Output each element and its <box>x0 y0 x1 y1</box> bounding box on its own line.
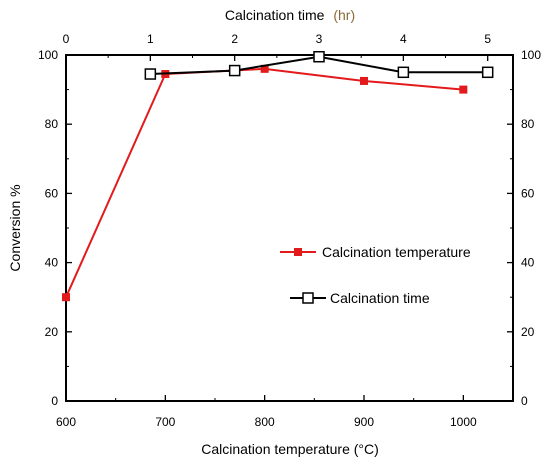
x-bottom-tick-label: 600 <box>56 415 76 429</box>
y-right-tick-label: 0 <box>521 394 528 408</box>
y-left-tick-label: 100 <box>38 48 58 62</box>
x-top-tick-label: 3 <box>316 32 323 46</box>
data-point-temperature <box>360 76 368 85</box>
x-axis-title-top-unit: (hr) <box>333 7 355 23</box>
data-point-time <box>313 50 325 63</box>
y-right-tick-label: 100 <box>521 48 541 62</box>
data-point-time <box>144 68 157 80</box>
x-axis-title-bottom: Calcination temperature (°C) <box>201 441 379 457</box>
plot-frame <box>65 54 514 402</box>
y-left-tick-label: 60 <box>45 186 59 200</box>
x-top-tick-label: 2 <box>231 32 238 46</box>
legend: Calcination temperature Calcination time <box>280 244 471 306</box>
data-point-temperature <box>260 64 269 73</box>
x-top-tick-label: 4 <box>400 32 407 46</box>
y-left-tick-label: 40 <box>45 256 59 270</box>
x-bottom-tick-label: 700 <box>155 415 175 429</box>
data-point-temperature <box>459 85 468 94</box>
y-right-tick-label: 40 <box>521 256 535 270</box>
series-layer <box>62 50 494 302</box>
x-top-tick-label: 1 <box>147 32 154 46</box>
x-bottom-tick-label: 900 <box>354 415 374 429</box>
data-point-temperature <box>62 293 70 302</box>
data-point-time <box>397 66 410 79</box>
x-bottom-tick-label: 800 <box>255 415 275 429</box>
top-axis-ticks: 0 1 2 3 4 5 <box>63 32 491 61</box>
y-left-tick-label: 80 <box>45 117 59 131</box>
data-point-time <box>481 66 494 79</box>
left-axis-ticks: 0 20 40 60 80 100 <box>38 48 72 408</box>
legend-label-time: Calcination time <box>330 290 430 306</box>
y-right-tick-label: 20 <box>521 325 535 339</box>
x-axis-title-top: Calcination time (hr) <box>225 7 355 23</box>
x-bottom-tick-label: 1000 <box>450 415 477 429</box>
right-axis-ticks: 0 20 40 60 80 100 <box>507 48 541 408</box>
y-axis-title: Conversion % <box>7 184 23 271</box>
data-point-time <box>228 64 241 77</box>
series-line-temperature <box>65 67 464 298</box>
x-top-tick-label: 0 <box>63 32 70 46</box>
y-left-tick-label: 0 <box>51 394 58 408</box>
y-right-tick-label: 80 <box>521 117 535 131</box>
legend-marker-temperature <box>294 248 302 256</box>
x-top-tick-label: 5 <box>484 32 491 46</box>
bottom-axis-ticks: 600 700 800 900 1000 <box>56 395 477 429</box>
legend-label-temperature: Calcination temperature <box>322 244 471 260</box>
y-right-tick-label: 60 <box>521 186 535 200</box>
x-axis-title-top-name: Calcination time <box>225 7 325 23</box>
legend-marker-time <box>302 292 314 304</box>
y-left-tick-label: 20 <box>45 325 59 339</box>
